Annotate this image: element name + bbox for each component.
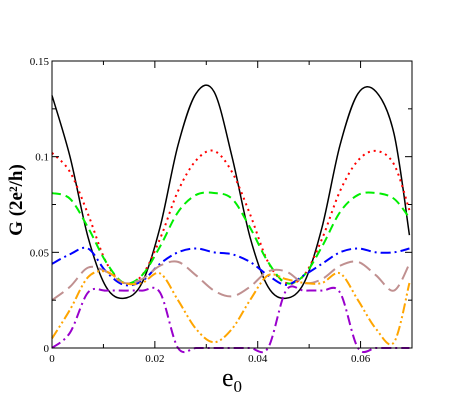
x-axis-label-base: e [222, 363, 234, 392]
y-tick-label: 0.15 [30, 56, 50, 68]
x-tick-label: 0.04 [248, 353, 268, 365]
y-tick-label: 0.05 [30, 247, 50, 259]
series-line-5 [51, 260, 411, 301]
x-axis-label-subscript: 0 [234, 377, 243, 396]
series-line-1 [51, 84, 411, 300]
plot-frame [51, 60, 413, 349]
y-tick-label: 0.1 [35, 152, 49, 164]
x-axis-label: e0 [222, 363, 242, 396]
ticks-layer: 0 0.02 0.04 0.06 0 0.05 0.1 0.15 [30, 56, 413, 365]
series-layer [51, 84, 411, 354]
y-tick-label: 0 [44, 343, 50, 355]
series-line-6 [51, 270, 411, 346]
x-tick-label: 0.02 [145, 353, 164, 365]
series-line-2 [51, 149, 411, 285]
series-line-4 [51, 246, 410, 287]
series-line-3 [51, 191, 411, 285]
x-tick-label: 0.06 [351, 353, 371, 365]
x-tick-label: 0 [49, 353, 55, 365]
y-axis-label: G (2e²/h) [6, 164, 27, 236]
